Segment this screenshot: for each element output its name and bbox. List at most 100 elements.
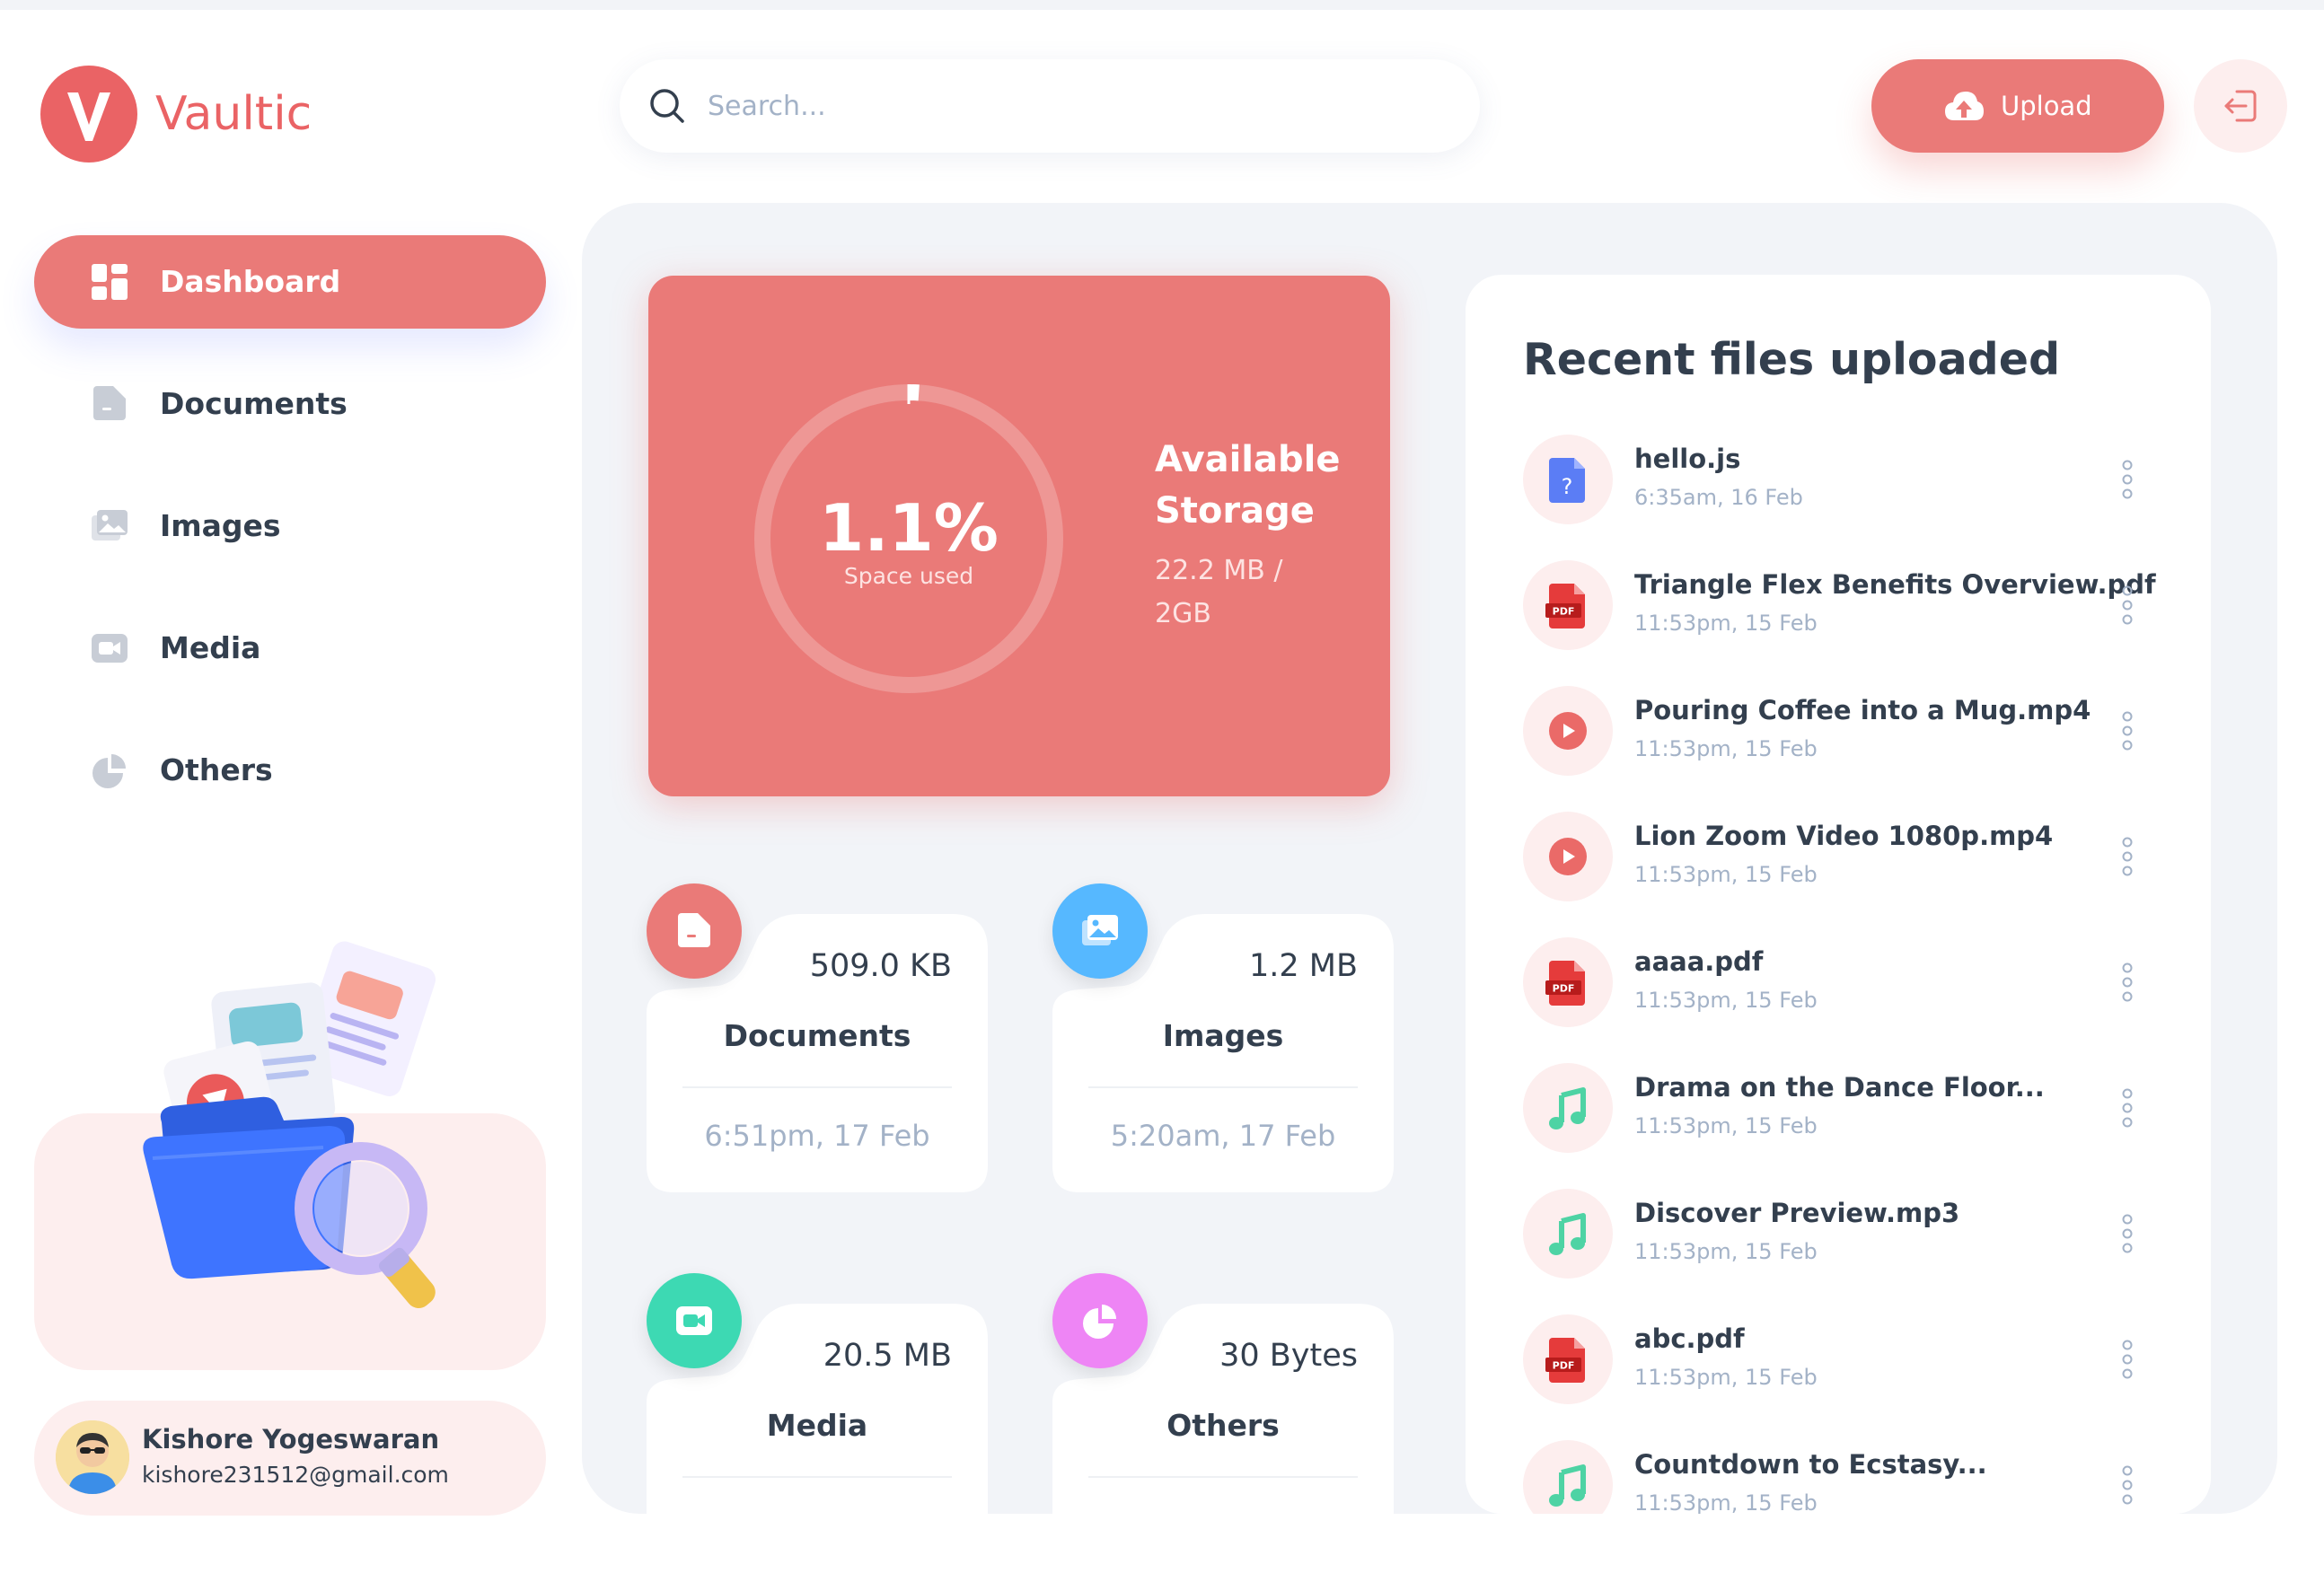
- music-note-icon: [1523, 1063, 1613, 1153]
- svg-text:PDF: PDF: [1553, 983, 1575, 995]
- storage-ring-chart: [754, 384, 1063, 693]
- card-title: Media: [766, 1408, 868, 1443]
- file-name[interactable]: Lion Zoom Video 1080p.mp4: [1634, 821, 2054, 851]
- file-time: 11:53pm, 15 Feb: [1634, 611, 1818, 636]
- file-name[interactable]: hello.js: [1634, 444, 1741, 474]
- logo-icon[interactable]: [40, 66, 137, 163]
- document-icon: [647, 883, 742, 979]
- more-options-icon[interactable]: [2121, 1214, 2134, 1253]
- storage-card: [648, 276, 1390, 796]
- storage-percent-label: Space used: [843, 563, 974, 589]
- recent-files-title: Recent files uploaded: [1523, 334, 2061, 385]
- search-icon: [650, 89, 684, 123]
- file-name[interactable]: Drama on the Dance Floor...: [1634, 1072, 2045, 1103]
- brand-name[interactable]: Vaultic: [155, 87, 313, 141]
- sidebar-item-label: Documents: [160, 386, 348, 421]
- video-icon: [92, 634, 128, 663]
- unknown-file-icon: ?: [1523, 435, 1613, 524]
- file-time: 11:53pm, 15 Feb: [1634, 862, 1818, 887]
- more-options-icon[interactable]: [2121, 1088, 2134, 1128]
- sidebar-item-documents[interactable]: Documents: [34, 357, 546, 451]
- recent-file-row[interactable]: PDF aaaa.pdf 11:53pm, 15 Feb: [1466, 937, 2211, 1063]
- file-time: 11:53pm, 15 Feb: [1634, 1113, 1818, 1138]
- top-strip: [0, 0, 2324, 10]
- user-email: kishore231512@gmail.com: [142, 1462, 449, 1488]
- pie-icon: [92, 754, 126, 788]
- svg-text:PDF: PDF: [1553, 606, 1575, 618]
- recent-file-row[interactable]: Pouring Coffee into a Mug.mp4 11:53pm, 15…: [1466, 686, 2211, 812]
- card-divider: [682, 1086, 952, 1088]
- avatar[interactable]: [56, 1420, 129, 1494]
- play-icon: [1523, 812, 1613, 901]
- images-icon: [92, 510, 128, 541]
- card-title: Images: [1162, 1018, 1284, 1053]
- card-divider: [682, 1476, 952, 1478]
- sidebar-item-others[interactable]: Others: [34, 724, 546, 817]
- card-title: Documents: [723, 1018, 911, 1053]
- play-icon: [1523, 686, 1613, 776]
- document-icon: [93, 386, 126, 420]
- summary-card-documents[interactable]: 509.0 KB Documents 6:51pm, 17 Feb: [647, 883, 988, 1192]
- file-time: 11:53pm, 15 Feb: [1634, 1365, 1818, 1390]
- more-options-icon[interactable]: [2121, 1465, 2134, 1505]
- card-divider: [1088, 1476, 1358, 1478]
- card-date: 6:51pm, 17 Feb: [704, 1119, 930, 1153]
- storage-percent: 1.1%: [819, 490, 999, 566]
- recent-file-row[interactable]: Lion Zoom Video 1080p.mp4 11:53pm, 15 Feb: [1466, 812, 2211, 937]
- upload-button[interactable]: [1871, 59, 2164, 153]
- card-size: 30 Bytes: [1219, 1338, 1358, 1374]
- card-size: 1.2 MB: [1249, 948, 1358, 984]
- file-time: 11:53pm, 15 Feb: [1634, 1239, 1818, 1264]
- recent-files-panel: Recent files uploaded ? hello.js 6:35am, 1…: [1466, 275, 2211, 1514]
- cloud-upload-icon: [1945, 92, 1984, 120]
- sidebar-item-label: Media: [160, 630, 261, 665]
- recent-file-row[interactable]: PDF abc.pdf 11:53pm, 15 Feb: [1466, 1314, 2211, 1440]
- sidebar-item-media[interactable]: Media: [34, 602, 546, 695]
- recent-file-row[interactable]: PDF Triangle Flex Benefits Overview.pdf 11…: [1466, 560, 2211, 686]
- recent-file-row[interactable]: Discover Preview.mp3 11:53pm, 15 Feb: [1466, 1189, 2211, 1314]
- sidebar-item-label: Images: [160, 508, 281, 543]
- pdf-icon: PDF: [1523, 560, 1613, 650]
- file-time: 6:35am, 16 Feb: [1634, 485, 1803, 510]
- more-options-icon[interactable]: [2121, 837, 2134, 876]
- more-options-icon[interactable]: [2121, 711, 2134, 751]
- folder-search-illustration: [143, 941, 436, 1309]
- recent-file-row[interactable]: ? hello.js 6:35am, 16 Feb: [1466, 435, 2211, 560]
- dashboard-icon: [92, 264, 128, 300]
- more-options-icon[interactable]: [2121, 460, 2134, 499]
- file-name[interactable]: abc.pdf: [1634, 1323, 1745, 1354]
- file-name[interactable]: Discover Preview.mp3: [1634, 1198, 1960, 1228]
- file-name[interactable]: Triangle Flex Benefits Overview.pdf: [1634, 569, 2156, 600]
- summary-card-media[interactable]: 20.5 MB Media: [647, 1273, 988, 1582]
- file-time: 11:53pm, 15 Feb: [1634, 988, 1818, 1013]
- available-storage-value: 22.2 MB / 2GB: [1155, 555, 1283, 629]
- logout-icon: [2224, 90, 2257, 122]
- music-note-icon: [1523, 1189, 1613, 1279]
- more-options-icon[interactable]: [2121, 962, 2134, 1002]
- recent-file-row[interactable]: Countdown to Ecstasy... 11:53pm, 15 Feb: [1466, 1440, 2211, 1514]
- sidebar-item-images[interactable]: Images: [34, 479, 546, 573]
- more-options-icon[interactable]: [2121, 1340, 2134, 1379]
- card-size: 509.0 KB: [809, 948, 952, 984]
- card-divider: [1088, 1086, 1358, 1088]
- sidebar-item-dashboard[interactable]: Dashboard: [34, 235, 546, 329]
- file-name[interactable]: Countdown to Ecstasy...: [1634, 1449, 1987, 1480]
- summary-card-others[interactable]: 30 Bytes Others: [1052, 1273, 1394, 1582]
- more-options-icon[interactable]: [2121, 585, 2134, 625]
- images-icon: [1052, 883, 1148, 979]
- pdf-icon: PDF: [1523, 1314, 1613, 1404]
- card-title: Others: [1166, 1408, 1280, 1443]
- available-storage-title: Available Storage: [1155, 439, 1341, 532]
- user-name: Kishore Yogeswaran: [142, 1424, 440, 1455]
- music-note-icon: [1523, 1440, 1613, 1514]
- summary-card-images[interactable]: 1.2 MB Images 5:20am, 17 Feb: [1052, 883, 1394, 1192]
- search-input[interactable]: [708, 72, 1444, 140]
- file-name[interactable]: Pouring Coffee into a Mug.mp4: [1634, 695, 2091, 725]
- recent-file-row[interactable]: Drama on the Dance Floor... 11:53pm, 15 F…: [1466, 1063, 2211, 1189]
- file-name[interactable]: aaaa.pdf: [1634, 946, 1764, 977]
- pdf-icon: PDF: [1523, 937, 1613, 1027]
- svg-text:?: ?: [1562, 474, 1573, 499]
- video-icon: [647, 1273, 742, 1368]
- pie-icon: [1052, 1273, 1148, 1368]
- card-size: 20.5 MB: [823, 1338, 952, 1374]
